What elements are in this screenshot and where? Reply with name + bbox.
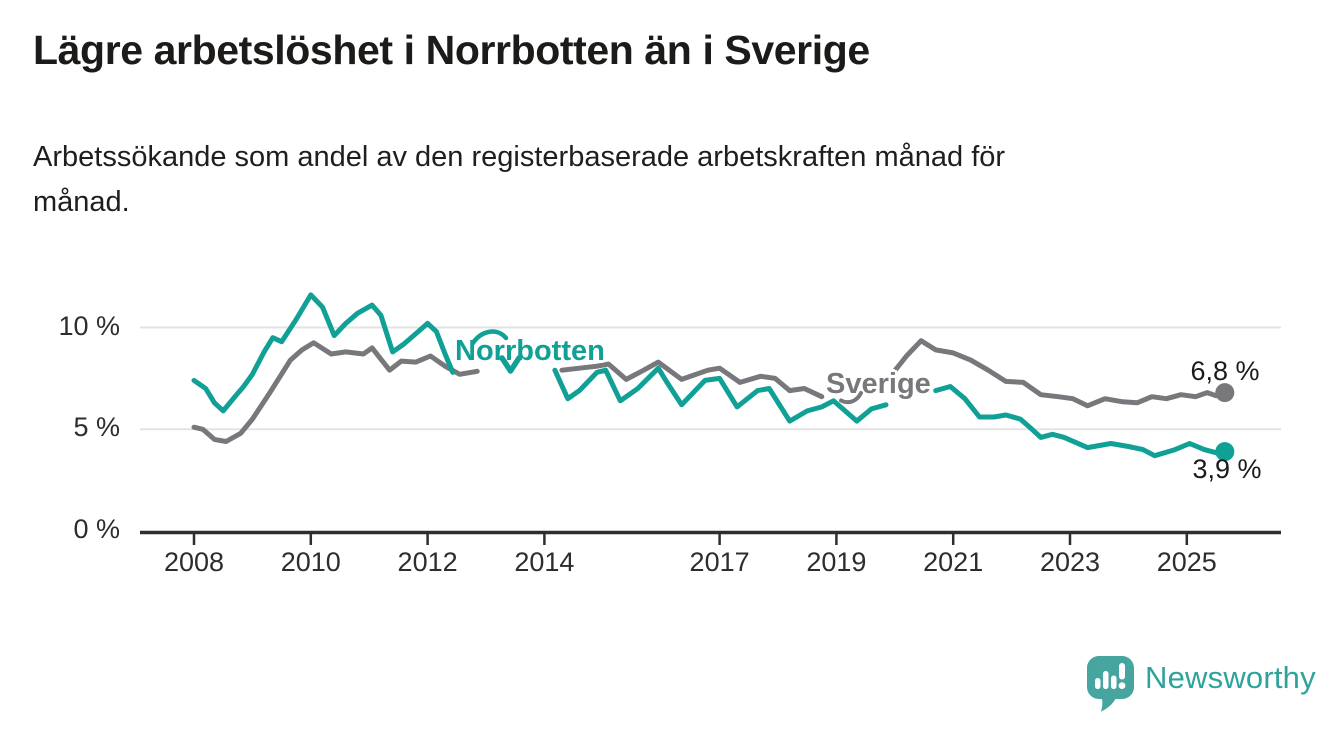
y-tick-label-0: 0 %	[73, 514, 120, 544]
x-tick-label-2019: 2019	[806, 547, 867, 577]
x-tick-label-2014: 2014	[514, 547, 575, 577]
y-tick-label-5: 5 %	[73, 412, 120, 443]
series-label-sverige: Sverige	[826, 368, 931, 400]
newsworthy-logo-icon	[1087, 656, 1134, 712]
series-line-sverige	[191, 338, 1228, 444]
newsworthy-logo: Newsworthy	[1086, 654, 1316, 714]
chart-subtitle: Arbetssökande som andel av den registerb…	[33, 135, 1005, 225]
x-tick-label-2025: 2025	[1156, 547, 1217, 577]
chart-subtitle-line1: Arbetssökande som andel av den registerb…	[33, 141, 1006, 173]
x-tick-label-2010: 2010	[280, 547, 341, 577]
chart-subtitle-line2: månad.	[33, 186, 130, 218]
logo-bar1	[1095, 678, 1101, 689]
logo-bar2	[1103, 671, 1109, 689]
x-tick-label-2017: 2017	[689, 547, 750, 577]
logo-bubble-shape	[1087, 656, 1134, 712]
logo-bar3	[1111, 675, 1117, 689]
chart-title: Lägre arbetslöshet i Norrbotten än i Sve…	[33, 27, 870, 73]
end-value-label-sverige: 6,8 %	[1190, 356, 1260, 386]
newsworthy-logo-text: Newsworthy	[1145, 660, 1316, 695]
logo-exclamation-bar	[1119, 663, 1125, 680]
series-label-norrbotten: Norrbotten	[455, 335, 605, 367]
x-tick-label-2023: 2023	[1039, 547, 1101, 577]
y-tick-label-10: 10 %	[58, 310, 120, 341]
logo-exclamation-dot	[1118, 682, 1126, 689]
x-tick-label-2008: 2008	[163, 547, 225, 577]
series-line-norrbotten	[191, 292, 1228, 459]
x-tick-label-2021: 2021	[923, 547, 984, 577]
x-tick-label-2012: 2012	[397, 547, 458, 577]
end-value-label-norrbotten: 3,9 %	[1192, 454, 1262, 484]
